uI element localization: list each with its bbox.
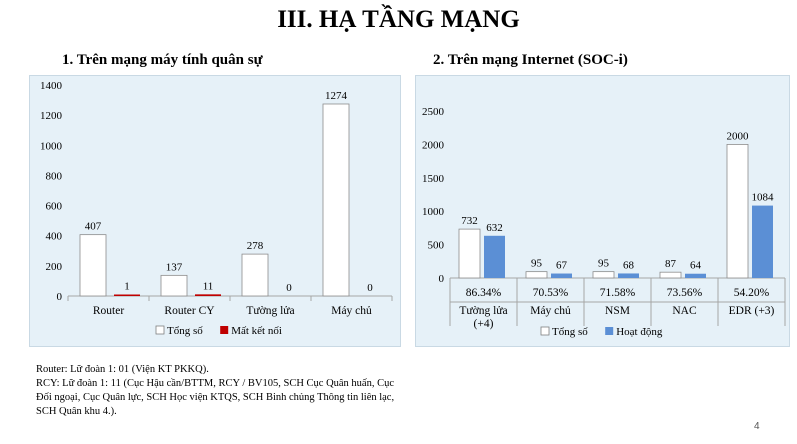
chart1-legend-swatch [155, 325, 165, 335]
chart2-bar [551, 273, 572, 278]
chart2-percent-label: 86.34% [466, 287, 502, 299]
chart2-data-label: 87 [665, 258, 677, 270]
page-number: 4 [754, 421, 760, 432]
chart2-category-label: Tường lửa [459, 305, 507, 317]
chart1-bar [195, 294, 221, 296]
chart2-legend-swatch [540, 326, 550, 336]
chart2-category-label: Máy chủ [530, 305, 571, 317]
chart1-data-label: 0 [286, 282, 292, 294]
note-router: Router: Lữ đoàn 1: 01 (Viện KT PKKQ). [36, 364, 209, 375]
chart2-ytick-label: 0 [439, 273, 445, 285]
chart1-bar [241, 253, 269, 297]
chart-internet-network: 0 500 1000 1500 2000 2500 732 632 86.34% Tường lử… [422, 106, 786, 338]
chart2-data-label: 64 [690, 260, 702, 272]
notes-block: Router: Lữ đoàn 1: 01 (Viện KT PKKQ). RC… [36, 363, 396, 419]
chart2-category-label: NSM [605, 305, 630, 317]
chart1-ytick-label: 200 [46, 261, 63, 273]
chart-panel-internet: 0 500 1000 1500 2000 2500 732 632 86.34% Tường lử… [415, 75, 790, 347]
chart2-bar [458, 228, 481, 279]
chart2-data-label: 95 [531, 258, 543, 270]
chart1-ytick-label: 800 [46, 170, 63, 182]
chart1-ytick-label: 600 [46, 201, 63, 213]
chart1-data-label: 137 [166, 261, 183, 273]
chart2-category-label: (+4) [474, 318, 494, 330]
chart2-bar [685, 273, 706, 278]
chart1-legend-label: Mất kết nối [231, 325, 282, 337]
chart2-bar [484, 235, 505, 278]
chart2-bar [726, 144, 749, 279]
chart1-legend-swatch [220, 326, 229, 334]
chart2-data-label: 1084 [752, 192, 775, 204]
chart1-bar [79, 234, 107, 297]
chart1-data-label: 278 [247, 240, 264, 252]
chart2-legend-label: Hoạt động [616, 326, 663, 338]
chart2-percent-label: 71.58% [600, 287, 636, 299]
chart2-bar [659, 271, 682, 279]
subtitle-internet-network: 2. Trên mạng Internet (SOC-i) [433, 52, 628, 68]
chart2-bar [618, 273, 639, 278]
chart1-ytick-label: 400 [46, 231, 63, 243]
chart1-category-label: Máy chủ [331, 305, 372, 317]
chart2-ytick-label: 2000 [422, 139, 445, 151]
chart2-ytick-label: 500 [428, 240, 445, 252]
chart2-data-label: 95 [598, 258, 610, 270]
chart2-bar [525, 271, 548, 279]
chart2-ytick-label: 1500 [422, 173, 445, 185]
chart2-legend-label: Tổng số [552, 326, 588, 338]
chart1-ytick-label: 1200 [40, 110, 63, 122]
chart1-ytick-label: 0 [57, 291, 63, 303]
chart2-category-label: NAC [672, 305, 697, 317]
chart1-ytick-label: 1000 [40, 140, 63, 152]
chart-panel-military: 0 200 400 600 800 1000 1200 1400 407 1 Router 137 11… [29, 75, 401, 347]
chart2-bar [592, 271, 615, 279]
chart2-data-label: 732 [461, 215, 478, 227]
chart2-percent-label: 73.56% [667, 287, 703, 299]
chart1-data-label: 407 [85, 221, 102, 233]
chart1-data-label: 1 [124, 281, 130, 293]
chart2-data-label: 632 [486, 222, 503, 234]
chart2-legend-swatch [605, 327, 614, 335]
chart1-data-label: 1274 [325, 90, 348, 102]
chart1-legend-label: Tổng số [167, 325, 203, 337]
chart1-category-label: Router CY [164, 305, 215, 317]
chart1-bar [160, 274, 188, 297]
chart2-data-label: 2000 [727, 130, 750, 142]
chart2-ytick-label: 2500 [422, 106, 445, 118]
note-rcy: RCY: Lữ đoàn 1: 11 (Cục Hậu cần/BTTM, RC… [36, 378, 395, 417]
chart2-data-label: 67 [556, 260, 568, 272]
chart2-percent-label: 54.20% [734, 287, 770, 299]
chart2-bar [752, 205, 773, 278]
slide-title: III. HẠ TẦNG MẠNG [277, 6, 520, 33]
chart2-data-label: 68 [623, 259, 635, 271]
chart1-category-label: Tường lửa [246, 305, 294, 317]
subtitle-military-network: 1. Trên mạng máy tính quân sự [62, 52, 263, 68]
chart1-bar [322, 103, 350, 297]
chart2-category-label: EDR (+3) [729, 305, 775, 317]
chart1-ytick-label: 1400 [40, 80, 63, 92]
chart1-data-label: 11 [203, 280, 214, 292]
chart1-data-label: 0 [367, 282, 373, 294]
chart1-bar [114, 294, 140, 296]
chart1-category-label: Router [93, 305, 124, 317]
chart2-percent-label: 70.53% [533, 287, 569, 299]
chart2-ytick-label: 1000 [422, 206, 445, 218]
